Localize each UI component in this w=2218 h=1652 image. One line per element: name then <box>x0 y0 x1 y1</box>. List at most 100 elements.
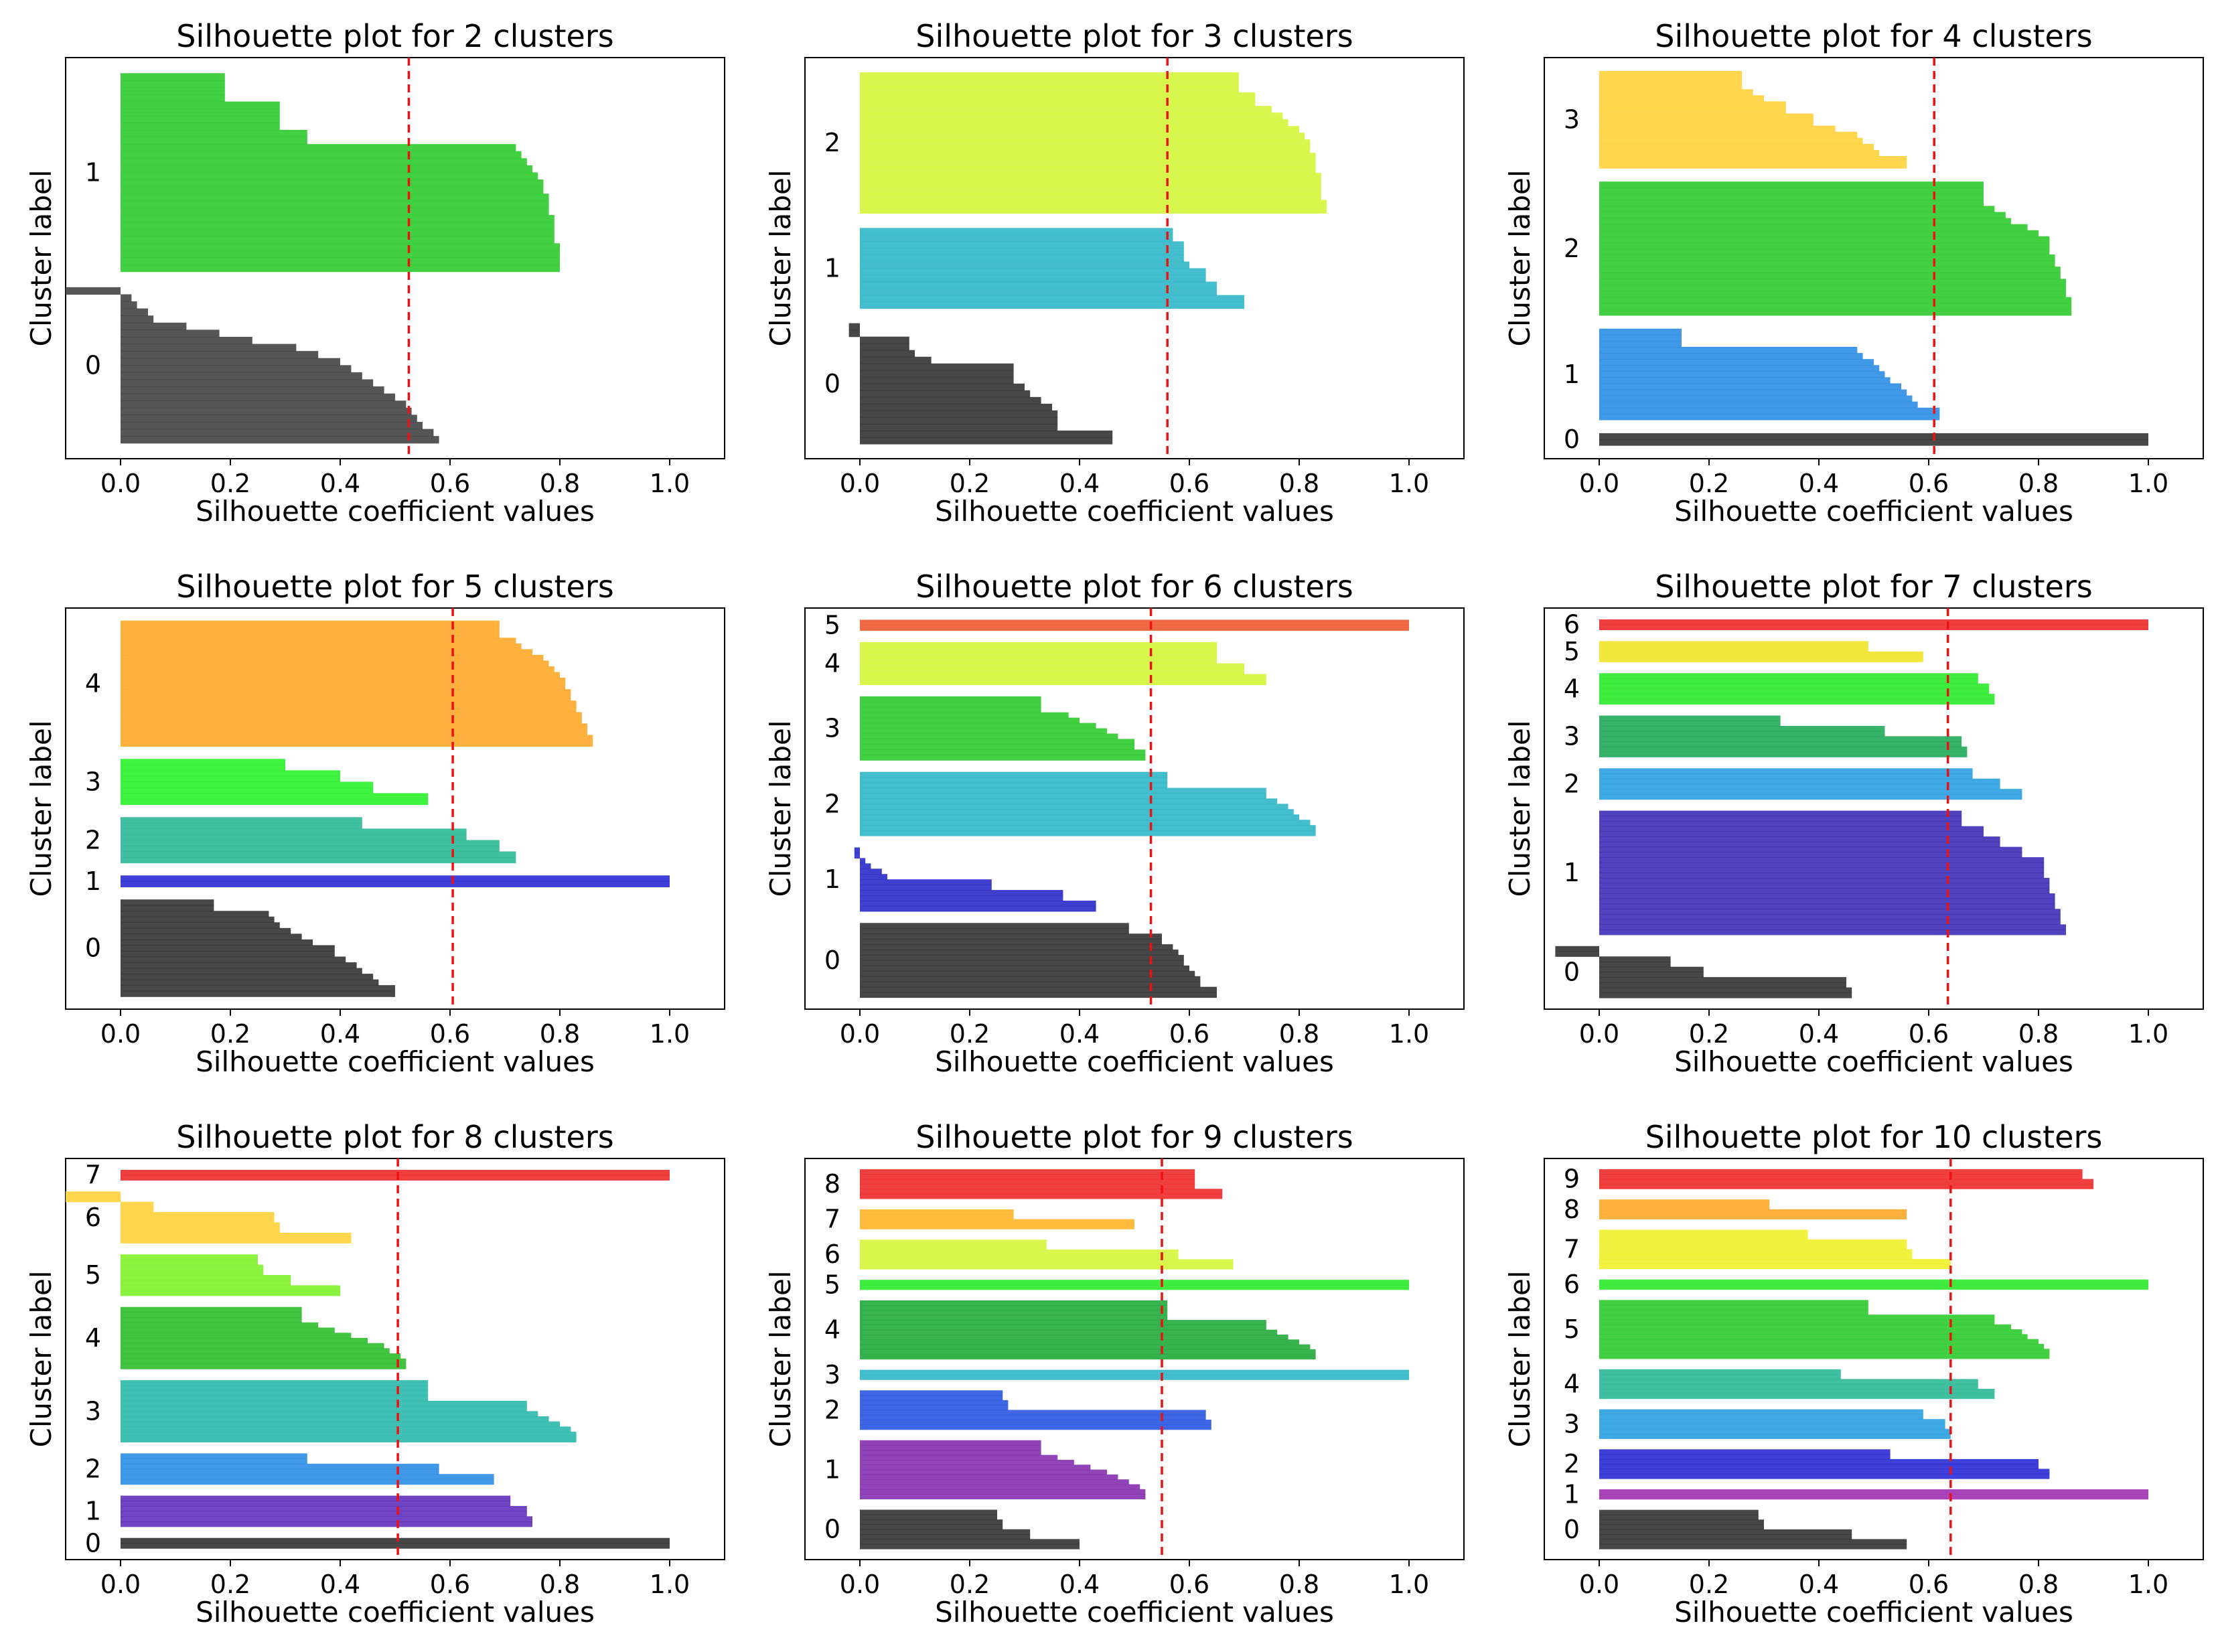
silhouette-bar-cluster-1 <box>1599 898 2055 905</box>
silhouette-bar-cluster-2 <box>1599 297 2072 304</box>
silhouette-bar-cluster-6 <box>860 1264 1234 1270</box>
silhouette-bar-cluster-6 <box>121 1212 275 1218</box>
silhouette-bar-cluster-4 <box>121 706 577 712</box>
y-axis-label: Cluster label <box>1503 721 1536 897</box>
silhouette-bar-cluster-4 <box>121 660 549 667</box>
silhouette-bar-cluster-4 <box>121 631 500 638</box>
silhouette-bar-cluster-4 <box>1599 1369 1841 1375</box>
silhouette-bar-cluster-2 <box>121 828 467 835</box>
silhouette-bar-cluster-0 <box>860 965 1189 972</box>
silhouette-bar-cluster-0 <box>1599 1514 1759 1520</box>
silhouette-bar-cluster-1 <box>860 1489 1146 1495</box>
silhouette-bar-cluster-1 <box>860 1484 1140 1490</box>
x-tick-label: 0.4 <box>320 1570 360 1599</box>
silhouette-bar-cluster-0 <box>1555 951 1599 957</box>
y-axis-label: Cluster label <box>764 721 797 897</box>
silhouette-bar-cluster-2 <box>1599 248 2050 255</box>
silhouette-bar-cluster-1 <box>860 1459 1074 1465</box>
x-tick-label: 0.2 <box>1689 469 1729 498</box>
silhouette-bar-cluster-1 <box>854 847 860 854</box>
silhouette-bar-cluster-0 <box>1599 966 1704 973</box>
x-tick-label: 0.2 <box>210 1570 250 1599</box>
silhouette-bar-cluster-0 <box>860 954 1184 961</box>
silhouette-bar-cluster-2 <box>1599 789 2022 795</box>
subplot-2: 0 1 2 0.0 0.2 0.4 0.6 0.8 1.0 Silhouette plot for… <box>739 0 1479 550</box>
silhouette-bar-cluster-0 <box>121 393 395 401</box>
cluster-label: 1 <box>85 1497 101 1526</box>
silhouette-bar-cluster-3 <box>860 739 1134 745</box>
silhouette-bar-cluster-1 <box>1599 924 2066 930</box>
cluster-label: 3 <box>85 1396 101 1426</box>
silhouette-bar-cluster-4 <box>860 642 1217 648</box>
silhouette-bar-cluster-3 <box>1599 77 1743 84</box>
cluster-label: 1 <box>1564 360 1580 389</box>
silhouette-bar-cluster-1 <box>1599 929 2066 935</box>
silhouette-bar-cluster-1 <box>1599 831 1984 837</box>
x-tick-label: 0.8 <box>540 1019 580 1049</box>
plot-frame <box>804 607 1465 1010</box>
silhouette-bar-cluster-4 <box>121 694 571 701</box>
silhouette-bar-cluster-6 <box>860 1244 1047 1250</box>
x-tick-label: 1.0 <box>1389 1019 1429 1049</box>
cluster-label: 4 <box>824 1315 840 1345</box>
silhouette-bar-cluster-9 <box>1599 1174 2083 1180</box>
silhouette-bar-cluster-2 <box>1599 285 2066 292</box>
silhouette-bar-cluster-4 <box>121 1327 335 1333</box>
silhouette-bar-cluster-5 <box>121 1254 258 1260</box>
cluster-label: 8 <box>1564 1195 1580 1224</box>
silhouette-bar-cluster-2 <box>121 851 516 858</box>
subplot-8-svg: 0 1 2 3 4 56 7 8 0.0 0.2 0.4 0.6 0.8 1.0 Silhouette pl… <box>764 1119 1465 1629</box>
silhouette-bar-cluster-4 <box>1599 678 1978 684</box>
silhouette-bar-cluster-3 <box>1599 715 1781 721</box>
silhouette-bar-cluster-8 <box>860 1183 1195 1189</box>
silhouette-bar-cluster-1 <box>860 275 1206 283</box>
silhouette-bar-cluster-4 <box>860 1354 1316 1360</box>
silhouette-bar-cluster-4 <box>121 723 587 730</box>
silhouette-bar-cluster-4 <box>121 666 554 673</box>
silhouette-bar-cluster-3 <box>1599 95 1764 102</box>
silhouette-bar-cluster-3 <box>860 728 1107 735</box>
silhouette-bar-cluster-1 <box>860 869 882 875</box>
silhouette-bar-cluster-0 <box>860 437 1113 445</box>
silhouette-bar-cluster-3 <box>1599 1433 1951 1439</box>
silhouette-bar-cluster-4 <box>860 1310 1168 1316</box>
silhouette-bar-cluster-4 <box>121 626 500 633</box>
silhouette-bar-cluster-2 <box>1599 181 1984 188</box>
silhouette-bar-cluster-2 <box>1599 768 1973 774</box>
silhouette-bar-cluster-2 <box>860 119 1288 127</box>
silhouette-bar-cluster-0 <box>860 417 1058 425</box>
x-tick-label: 0.8 <box>2018 469 2059 498</box>
silhouette-bar-cluster-5 <box>1599 1300 1868 1306</box>
subplot-1-svg: 0 1 0.0 0.2 0.4 0.6 0.8 1.0 Silhouette plot for … <box>25 18 725 528</box>
silhouette-bar-cluster-2 <box>860 200 1327 207</box>
silhouette-bar-cluster-1 <box>1599 1494 2148 1500</box>
silhouette-bar-cluster-4 <box>121 1353 401 1359</box>
silhouette-bar-cluster-0 <box>121 351 319 359</box>
silhouette-bar-cluster-6 <box>860 1259 1234 1265</box>
silhouette-bar-cluster-0 <box>860 1524 1003 1530</box>
silhouette-bar-cluster-2 <box>1599 194 1984 200</box>
cluster-label: 7 <box>824 1205 840 1234</box>
x-axis-label: Silhouette coefficient values <box>196 1596 595 1629</box>
silhouette-bar-cluster-2 <box>860 1400 1009 1406</box>
silhouette-bar-cluster-3 <box>1599 137 1863 145</box>
silhouette-bar-cluster-7 <box>121 1169 670 1176</box>
x-tick-label: 0.8 <box>2018 1570 2059 1599</box>
cluster-label: 0 <box>85 1528 101 1558</box>
silhouette-bar-cluster-2 <box>121 1458 307 1465</box>
x-tick-label: 0.2 <box>950 1019 990 1049</box>
silhouette-bar-cluster-2 <box>860 814 1299 820</box>
silhouette-bar-cluster-2 <box>121 1479 494 1485</box>
silhouette-bar-cluster-0 <box>121 945 335 952</box>
x-tick-label: 0.4 <box>1799 1570 1839 1599</box>
x-tick-label: 0.4 <box>1799 469 1839 498</box>
silhouette-bar-cluster-0 <box>121 421 423 430</box>
silhouette-bar-cluster-4 <box>860 1300 1168 1306</box>
silhouette-bar-cluster-0 <box>860 343 909 351</box>
silhouette-bar-cluster-0 <box>121 962 357 969</box>
silhouette-bar-cluster-3 <box>1599 1419 1945 1425</box>
silhouette-bar-cluster-1 <box>121 1505 527 1512</box>
silhouette-bar-cluster-4 <box>121 683 566 690</box>
silhouette-bar-cluster-2 <box>1599 260 2055 267</box>
cluster-label: 0 <box>824 369 840 398</box>
